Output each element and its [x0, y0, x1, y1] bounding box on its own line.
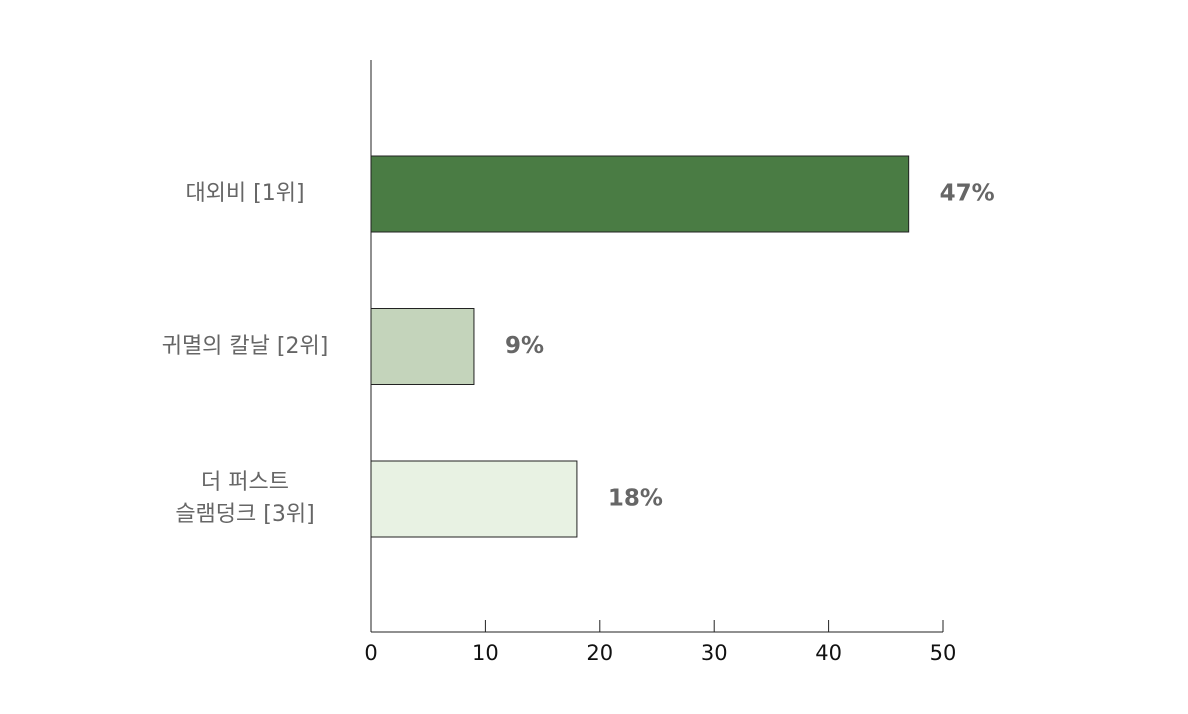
value-label: 9%: [505, 333, 544, 359]
x-tick-label: 30: [701, 641, 728, 665]
x-tick-label: 10: [472, 641, 499, 665]
category-label: 더 퍼스트 슬램덩크 [3위]: [175, 470, 315, 527]
bar: [370, 155, 910, 233]
category-label: 귀멸의 칼날 [2위]: [161, 333, 329, 359]
x-tick-label: 20: [586, 641, 613, 665]
bar: [370, 460, 578, 538]
value-label: 18%: [608, 486, 663, 512]
x-tick-label: 50: [930, 641, 957, 665]
category-label: 대외비 [1위]: [185, 181, 305, 206]
bar: [370, 308, 475, 385]
x-tick-label: 0: [364, 641, 377, 665]
value-label: 47%: [940, 181, 995, 207]
x-tick-label: 40: [815, 641, 842, 665]
